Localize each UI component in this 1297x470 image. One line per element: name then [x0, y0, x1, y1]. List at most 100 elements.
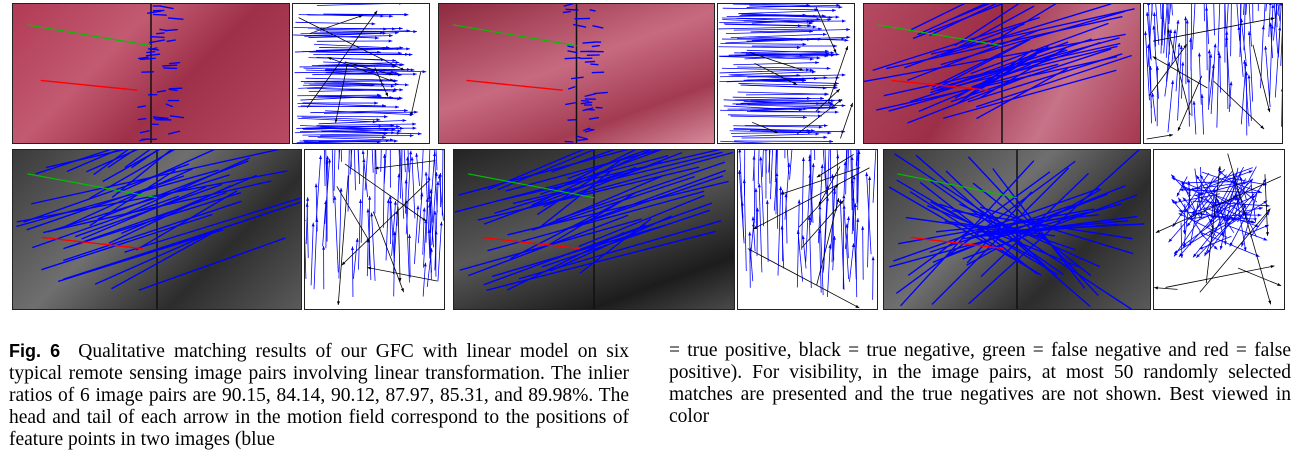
match-line [909, 190, 1042, 277]
match-line [93, 150, 129, 176]
match-line [951, 209, 1133, 240]
motion-arrow-head [1168, 238, 1173, 243]
match-line [562, 10, 571, 14]
motion-arrow-head [1188, 217, 1193, 221]
match-line [883, 42, 1121, 97]
motion-arrow-head [389, 95, 394, 100]
outlier-arrow [798, 184, 839, 228]
motion-arrow [1144, 31, 1150, 101]
motion-arrow-head [818, 205, 822, 210]
motion-arrow [756, 207, 758, 257]
motion-arrow [719, 69, 810, 74]
match-line [147, 10, 162, 14]
motion-arrow-head [333, 196, 337, 200]
motion-arrow-head [424, 219, 428, 224]
motion-arrow-head [399, 88, 404, 92]
motion-arrow [836, 150, 839, 161]
match-line [121, 174, 258, 235]
motion-arrow-head [851, 243, 855, 248]
pair-4-image-pair [12, 149, 302, 310]
motion-arrow [1216, 51, 1220, 128]
motion-arrow [720, 140, 773, 143]
outlier-arrow [747, 248, 860, 309]
motion-arrow-head [377, 50, 381, 54]
motion-arrow [1195, 175, 1235, 233]
motion-arrow-head [830, 102, 834, 106]
match-line [60, 168, 193, 230]
motion-arrow [872, 150, 877, 203]
motion-arrow [425, 171, 431, 259]
motion-arrow [1248, 31, 1254, 102]
motion-arrow [732, 133, 820, 137]
match-line [149, 35, 165, 39]
motion-arrow [299, 65, 397, 68]
motion-arrow [1200, 167, 1203, 202]
outlier-arrow-head [1265, 232, 1270, 236]
motion-arrow [298, 84, 375, 89]
motion-arrow-head [803, 115, 807, 119]
motion-arrow [430, 189, 434, 223]
motion-arrow [1178, 201, 1228, 258]
motion-arrow [321, 130, 422, 135]
motion-arrow-head [417, 132, 422, 136]
match-line [124, 150, 151, 169]
motion-arrow-head [366, 208, 370, 213]
motion-arrow [323, 61, 405, 66]
motion-arrow [725, 30, 814, 35]
motion-arrow-head [370, 83, 375, 87]
outlier-arrow-head [327, 57, 332, 61]
outlier-arrow-head [1154, 286, 1158, 290]
pair-6-motion-field-arrows [1154, 153, 1282, 305]
motion-arrow [849, 243, 855, 282]
motion-arrow-head [818, 27, 822, 31]
match-line [968, 150, 1140, 305]
motion-arrow-head [1171, 174, 1175, 179]
motion-arrow-head [835, 52, 840, 56]
motion-arrow-head [765, 200, 769, 204]
match-line [66, 150, 120, 173]
motion-arrow-head [1178, 197, 1182, 202]
motion-arrow [411, 156, 416, 219]
outlier-arrow-head [834, 184, 839, 189]
match-line [583, 127, 591, 132]
motion-arrow [1165, 4, 1170, 58]
motion-arrow [867, 176, 871, 268]
motion-arrow-head [306, 197, 310, 201]
match-line [41, 213, 213, 271]
motion-arrow [733, 28, 822, 31]
motion-arrow-head [404, 109, 408, 113]
match-line [483, 224, 647, 286]
motion-arrow [1192, 184, 1252, 258]
motion-arrow [320, 30, 417, 32]
motion-arrow-head [1147, 4, 1151, 6]
match-line [497, 150, 595, 191]
motion-arrow [718, 54, 804, 57]
motion-arrow-head [1151, 92, 1155, 97]
pair-5-motion-field-arrows [738, 150, 877, 309]
match-line [593, 91, 608, 95]
motion-arrow-head [842, 19, 846, 23]
motion-arrow-head [803, 107, 808, 111]
motion-arrow-head [850, 179, 854, 184]
outlier-arrow [1238, 267, 1282, 287]
motion-arrow [1232, 173, 1247, 252]
motion-arrow [316, 4, 387, 6]
motion-arrow [1271, 4, 1274, 40]
motion-arrow [1265, 4, 1267, 12]
motion-arrow [720, 43, 807, 45]
motion-arrow-head [811, 70, 816, 74]
motion-arrow-head [823, 76, 828, 80]
match-line [982, 4, 1057, 49]
motion-arrow [299, 140, 381, 143]
match-line [152, 116, 166, 119]
motion-arrow [428, 229, 432, 273]
motion-arrow [338, 150, 340, 159]
motion-arrow [768, 150, 771, 173]
match-line [954, 4, 1020, 47]
motion-arrow-head [389, 199, 393, 204]
motion-arrow [1210, 43, 1216, 114]
outlier-arrow [1213, 80, 1265, 130]
motion-arrow [1192, 4, 1196, 50]
motion-arrow [310, 222, 314, 286]
match-line [980, 172, 1090, 278]
